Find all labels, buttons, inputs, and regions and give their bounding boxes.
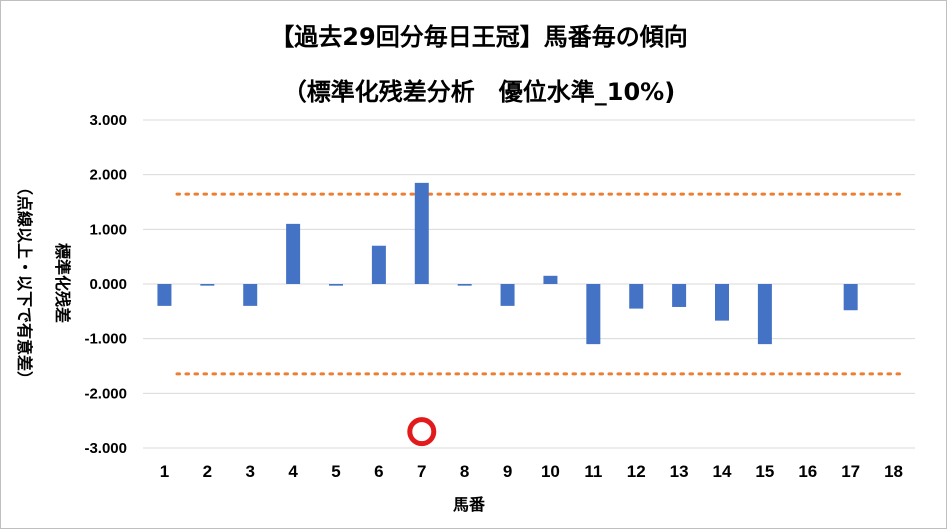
x-tick-label: 1 [160,462,169,481]
highlight-circle-marker [407,417,437,447]
y-axis-label: 標準化残差 [53,243,72,323]
x-tick-label: 12 [627,462,646,481]
bar-12 [629,284,644,309]
reference-lines [175,192,903,376]
bar-2 [200,284,215,286]
x-tick-label: 7 [417,462,426,481]
x-tick-label: 11 [584,462,602,481]
y-tick-label: -3.000 [84,440,127,457]
y-tick-label: 2.000 [89,167,127,184]
x-tick-label: 18 [884,462,903,481]
y-tick-label: -1.000 [84,331,127,348]
x-tick-label: 5 [331,462,340,481]
x-tick-labels: 1 2 3 4 5 6 7 8 9 10 11 12 13 14 15 16 17 18 [160,462,903,481]
x-tick-label: 6 [374,462,383,481]
bar-13 [672,284,687,307]
bar-9 [500,284,515,306]
y-tick-label: -2.000 [84,385,127,402]
x-tick-label: 4 [288,462,298,481]
chart-subtitle: （標準化残差分析 優位水準_10%) [283,78,675,106]
y-tick-label: 0.000 [89,276,127,293]
x-tick-label: 14 [713,462,732,481]
x-axis-label: 馬番 [453,495,486,514]
bar-4 [286,223,301,284]
x-tick-label: 13 [670,462,689,481]
marker [407,417,437,447]
x-tick-label: 16 [798,462,817,481]
bar-14 [715,284,729,321]
bar-11 [586,284,601,345]
y-axis-label-note: （点線以上・以下で有意差） [15,179,34,387]
y-tick-label: 3.000 [89,112,127,129]
bar-6 [371,245,386,284]
bar-15 [757,284,772,345]
chart-title: 【過去29回分毎日王冠】馬番毎の傾向 [270,23,687,51]
bar-10 [543,275,558,284]
bars [157,182,858,345]
x-tick-label: 17 [841,462,860,481]
bar-5 [329,284,343,286]
bar-3 [243,284,258,306]
x-tick-label: 2 [203,462,212,481]
gridlines [143,119,915,449]
bar-7 [414,182,429,284]
x-tick-label: 15 [755,462,774,481]
bar-1 [157,284,172,306]
y-tick-label: 1.000 [89,221,127,238]
bar-17 [843,284,858,311]
x-tick-label: 8 [460,462,469,481]
y-tick-labels: 3.000 2.000 1.000 0.000 -1.000 -2.000 -3.000 [84,112,127,457]
x-tick-label: 9 [503,462,512,481]
bar-8 [457,284,472,286]
x-tick-label: 3 [245,462,254,481]
x-tick-label: 10 [541,462,560,481]
